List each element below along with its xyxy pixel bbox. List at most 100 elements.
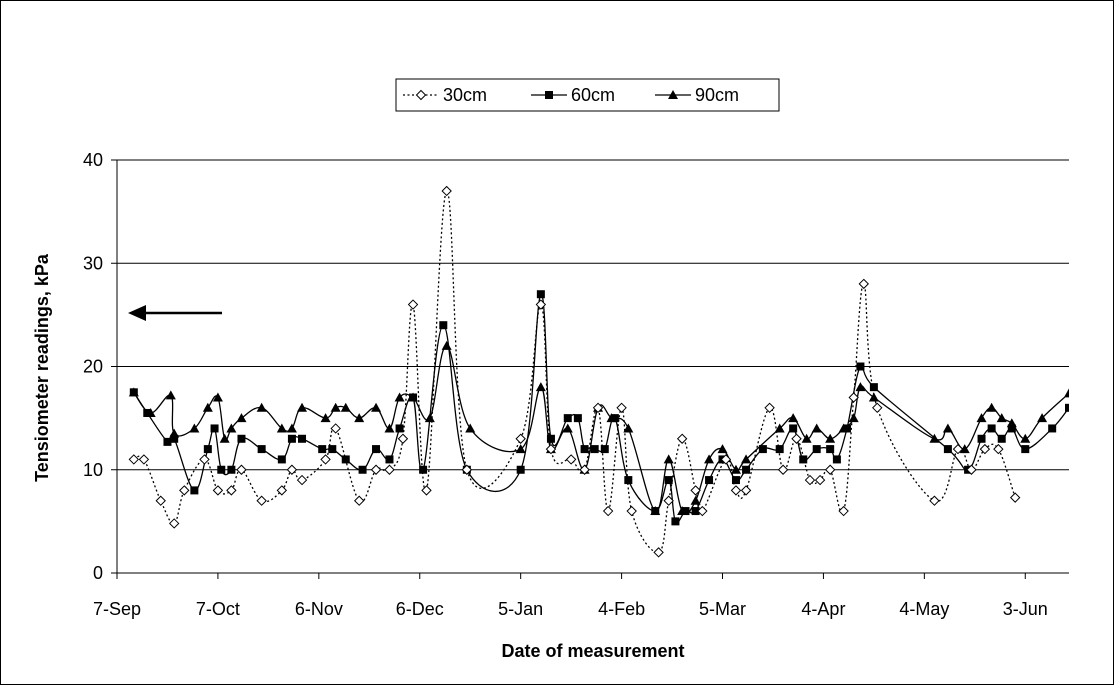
data-point [626,505,637,517]
data-point [653,547,664,558]
x-tick-label: 5-Jan [498,599,543,619]
data-point [681,507,690,516]
data-point [966,464,977,475]
data-point [697,505,708,517]
data-point [610,414,619,423]
data-point [788,413,799,423]
data-point [298,434,307,443]
data-point [592,402,604,414]
data-point [848,392,859,403]
data-point [371,402,382,412]
data-point [774,423,785,433]
data-point [372,445,381,454]
data-point [277,455,286,464]
data-point [395,424,404,433]
data-point [1037,413,1048,423]
legend-label: 90cm [695,85,739,105]
data-point [791,433,802,444]
y-tick-labels: 0 10 20 30 40 [83,150,103,583]
data-point [212,392,223,402]
data-point [286,464,298,475]
data-point [129,388,138,397]
data-point [353,495,365,506]
data-point [663,454,674,464]
gridlines [117,159,1069,471]
x-tick-label: 4-May [899,599,949,619]
data-point [842,424,851,433]
data-point [535,382,546,392]
data-point [758,445,767,454]
data-point [397,433,409,444]
data-point [1021,445,1030,454]
data-point [276,485,288,496]
arrow-annotation [128,305,222,321]
data-point [546,434,555,443]
data-point [579,464,590,475]
data-point [664,476,673,485]
data-point [1020,433,1031,443]
data-point [217,465,226,474]
data-point [190,486,199,495]
data-point [562,423,573,433]
data-point [979,443,991,455]
data-point [868,392,879,402]
data-point [801,433,812,443]
data-point [730,464,741,474]
data-point [516,465,525,474]
data-point [977,434,986,443]
data-point [199,454,210,465]
legend-marker [545,91,553,99]
data-point [826,445,835,454]
axes [111,159,1069,579]
legend: 30cm 60cm 90cm [395,78,780,112]
x-axis-title: Date of measurement [501,641,684,661]
data-point [168,518,180,529]
data-point [212,485,224,496]
x-tick-label: 7-Oct [196,599,240,619]
data-point [441,185,452,197]
data-point [987,424,996,433]
y-tick-label: 0 [93,563,103,583]
data-point [986,402,997,412]
data-point [179,485,190,496]
x-tick-label: 4-Apr [801,599,845,619]
data-point [203,445,212,454]
data-point [777,464,789,475]
data-point [832,455,841,464]
y-tick-label: 30 [83,253,103,273]
data-point [226,485,237,496]
data-point [163,437,172,446]
data-point [535,299,547,310]
data-point [394,392,405,402]
data-point [219,433,230,443]
data-point [536,290,545,299]
data-point [858,278,870,290]
data-point [330,402,341,412]
data-point [1064,388,1069,398]
x-tick-labels: 7-Sep 7-Oct 6-Nov 6-Dec 5-Jan 4-Feb 5-Mar 4-Apr… [93,599,1048,619]
data-point [730,485,742,496]
data-point [651,507,660,516]
data-point [143,408,152,417]
data-point [1007,424,1016,433]
x-tick-label: 6-Dec [396,599,444,619]
data-point [812,445,821,454]
data-point [717,444,728,454]
data-point [237,434,246,443]
data-point [236,464,247,475]
data-point [704,454,715,464]
data-point [799,455,808,464]
data-point [741,454,752,464]
data-point [155,495,166,506]
data-point [287,434,296,443]
data-point [318,445,327,454]
data-point [565,454,577,465]
data-point [227,465,236,474]
data-point [170,434,179,443]
legend-box [395,78,780,112]
data-point [952,443,964,455]
data-point [720,454,732,465]
data-point [602,505,614,517]
